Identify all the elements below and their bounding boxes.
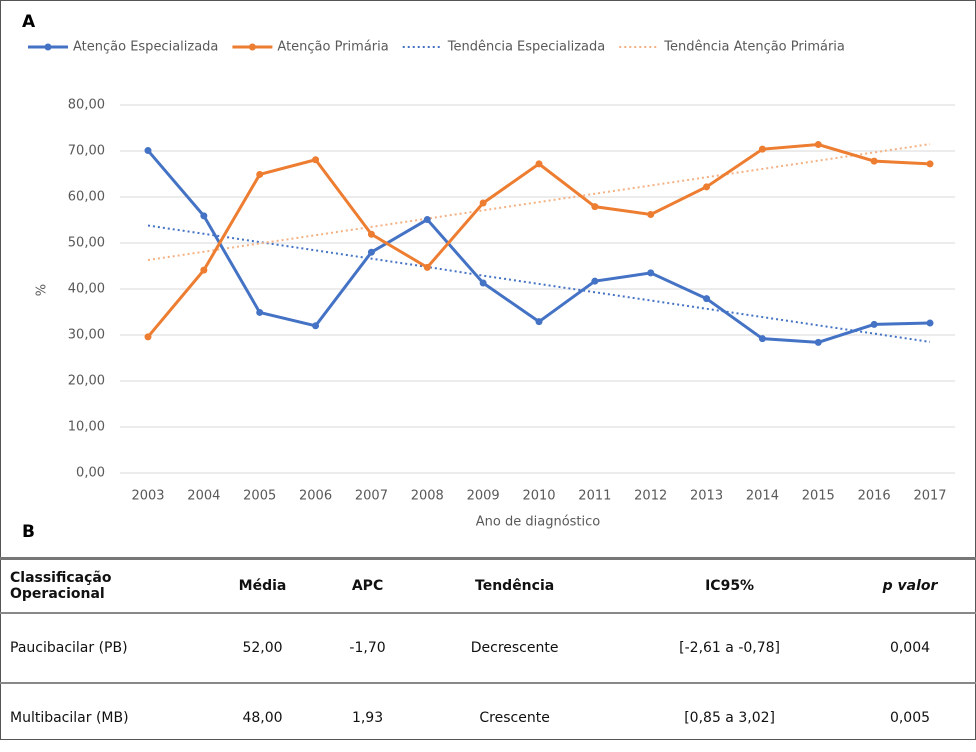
series-line (146, 149, 931, 344)
x-tick-label: 2013 (690, 489, 723, 504)
data-point (423, 216, 431, 224)
x-tick-label: 2012 (634, 489, 667, 504)
legend-label: Tendência Especializada (447, 40, 606, 55)
header-row: Classificação Operacional Média APC Tendênc… (0, 557, 976, 614)
data-point (814, 141, 822, 149)
table-row: Multibacilar (MB) 48,00 1,93 Crescente [0,85… (0, 683, 976, 752)
x-tick-label: 2007 (355, 489, 388, 504)
data-point (814, 338, 822, 346)
table-cell: Paucibacilar (PB) (0, 613, 204, 684)
data-point (535, 318, 543, 326)
x-tick-label: 2005 (243, 489, 276, 504)
header-cell: p valor (843, 557, 976, 614)
data-point (144, 147, 152, 155)
y-tick-label: 70,00 (68, 144, 105, 159)
y-tick-label: 0,00 (76, 466, 105, 481)
y-tick-label: 10,00 (68, 420, 105, 435)
y-tick-label: 80,00 (68, 98, 105, 113)
data-point (367, 230, 375, 238)
x-tick-label: 2014 (746, 489, 779, 504)
table-cell: [0,85 a 3,02] (684, 710, 775, 726)
table-row: Paucibacilar (PB) 52,00 -1,70 Decrescente [-… (0, 613, 976, 684)
y-tick-label: 30,00 (68, 328, 105, 343)
header-cell: IC95% (615, 557, 844, 614)
x-tick-label: 2003 (131, 489, 164, 504)
table-cell: 0,005 (889, 710, 931, 726)
y-tick-label: 60,00 (68, 190, 105, 205)
series-line (146, 143, 931, 338)
header-cell: Tendência (414, 557, 616, 614)
data-point (367, 248, 375, 256)
data-point (591, 277, 599, 285)
data-point (144, 333, 152, 341)
data-point (200, 266, 208, 274)
y-tick-label: 40,00 (68, 282, 105, 297)
series-line (147, 224, 931, 343)
x-axis-title: Ano de diagnóstico (476, 515, 601, 530)
data-point (703, 295, 711, 303)
legend-marker (248, 43, 256, 51)
legend-label: Atenção Primária (277, 40, 388, 55)
panel-label: B (22, 522, 35, 542)
data-point (479, 279, 487, 287)
legend-label: Atenção Especializada (73, 40, 218, 55)
y-tick-label: 20,00 (68, 374, 105, 389)
data-point (256, 308, 264, 316)
data-point (535, 160, 543, 168)
y-axis-title: % (35, 284, 50, 296)
data-point (926, 160, 934, 168)
table-cell: 1,93 (351, 710, 384, 726)
table-cell: 52,00 (204, 613, 322, 684)
x-tick-label: 2016 (858, 489, 891, 504)
header-cell: Classificação Operacional (0, 557, 204, 614)
header-cell: APC (321, 557, 415, 614)
table-cell: 0,004 (843, 613, 976, 684)
data-point (312, 156, 320, 164)
data-point (423, 263, 431, 271)
x-tick-label: 2006 (299, 489, 332, 504)
data-point (870, 320, 878, 328)
results-table: Classificação Operacional Média APC Tendênc… (0, 557, 976, 752)
header-cell: Média (204, 557, 322, 614)
table-cell: Crescente (479, 710, 550, 726)
legend-label: Tendência Atenção Primária (663, 40, 845, 55)
table-cell: Decrescente (414, 613, 616, 684)
x-tick-label: 2008 (411, 489, 444, 504)
data-point (312, 322, 320, 330)
x-tick-label: 2011 (578, 489, 611, 504)
x-tick-label: 2009 (467, 489, 500, 504)
x-tick-label: 2010 (522, 489, 555, 504)
data-point (758, 145, 766, 153)
data-point (647, 269, 655, 277)
y-tick-label: 50,00 (68, 236, 105, 251)
table-cell: Multibacilar (MB) (10, 710, 129, 726)
table-cell: [-2,61 a -0,78] (615, 613, 844, 684)
data-point (591, 203, 599, 211)
x-tick-label: 2015 (802, 489, 835, 504)
table-cell: 48,00 (242, 710, 283, 726)
x-tick-label: 2004 (187, 489, 220, 504)
series-line (147, 143, 931, 262)
x-tick-label: 2017 (913, 489, 946, 504)
panel-label: A (22, 12, 36, 32)
data-point (926, 319, 934, 327)
data-point (479, 199, 487, 207)
data-point (703, 183, 711, 191)
data-point (758, 335, 766, 343)
data-point (256, 170, 264, 178)
table-cell: -1,70 (321, 613, 415, 684)
data-point (200, 212, 208, 220)
legend-marker (44, 43, 52, 51)
data-point (647, 210, 655, 218)
chart: A B Ano de diagnóstico % 0,00 10,00 20,00 3… (22, 12, 955, 542)
data-point (870, 157, 878, 165)
